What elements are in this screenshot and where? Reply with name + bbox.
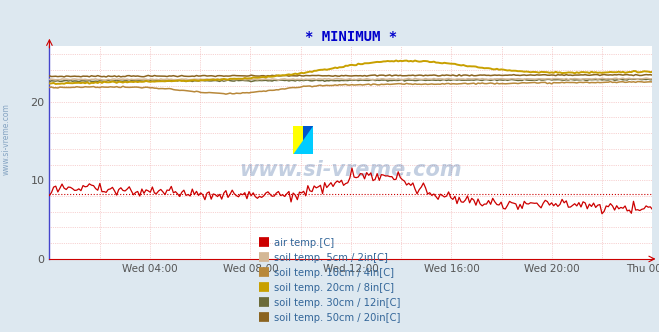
- Legend: air temp.[C], soil temp. 5cm / 2in[C], soil temp. 10cm / 4in[C], soil temp. 20cm: air temp.[C], soil temp. 5cm / 2in[C], s…: [255, 234, 404, 327]
- Text: www.si-vreme.com: www.si-vreme.com: [2, 104, 11, 175]
- Bar: [303, 126, 313, 154]
- Polygon shape: [293, 126, 313, 154]
- Text: www.si-vreme.com: www.si-vreme.com: [240, 160, 462, 180]
- Bar: [293, 126, 303, 154]
- Title: * MINIMUM *: * MINIMUM *: [305, 30, 397, 44]
